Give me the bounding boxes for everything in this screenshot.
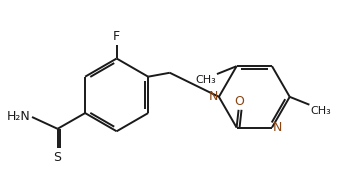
Text: F: F xyxy=(113,30,120,43)
Text: N: N xyxy=(273,121,282,134)
Text: O: O xyxy=(235,95,245,108)
Text: H₂N: H₂N xyxy=(6,109,30,122)
Text: S: S xyxy=(54,151,62,164)
Text: CH₃: CH₃ xyxy=(195,75,216,85)
Text: N: N xyxy=(209,90,218,103)
Text: CH₃: CH₃ xyxy=(310,106,331,116)
